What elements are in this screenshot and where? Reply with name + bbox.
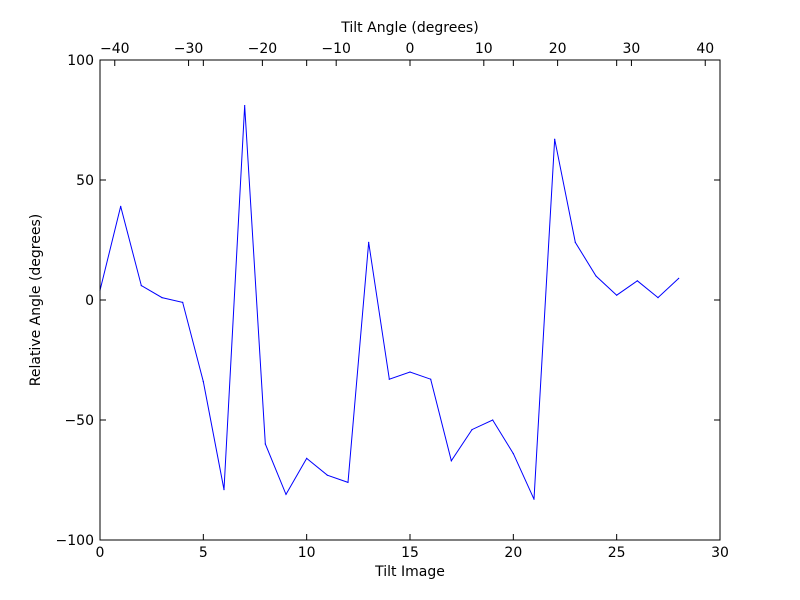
y-tick-label: 0 xyxy=(85,293,94,309)
data-point xyxy=(202,381,204,383)
data-point xyxy=(678,277,680,279)
top-x-tick-label: −30 xyxy=(174,41,204,57)
data-point xyxy=(595,275,597,277)
data-point xyxy=(554,138,556,140)
plot-area xyxy=(100,60,720,540)
y-axis-label: Relative Angle (degrees) xyxy=(28,214,44,386)
top-x-tick-label: 20 xyxy=(549,41,567,57)
x-tick-label: 30 xyxy=(711,545,729,561)
data-point xyxy=(306,457,308,459)
top-x-tick-label: 40 xyxy=(696,41,714,57)
top-x-tick-label: 10 xyxy=(475,41,493,57)
data-point xyxy=(182,301,184,303)
top-x-tick-label: −20 xyxy=(248,41,278,57)
top-x-tick-label: 30 xyxy=(623,41,641,57)
data-point xyxy=(657,297,659,299)
y-tick-label: 50 xyxy=(76,173,94,189)
data-point xyxy=(120,205,122,207)
data-point xyxy=(636,280,638,282)
data-point xyxy=(285,493,287,495)
data-point xyxy=(347,481,349,483)
data-point xyxy=(512,453,514,455)
x-tick-label: 20 xyxy=(504,545,522,561)
x-tick-label: 15 xyxy=(401,545,419,561)
x-tick-label: 0 xyxy=(96,545,105,561)
data-point xyxy=(264,443,266,445)
data-point xyxy=(326,474,328,476)
data-point xyxy=(244,105,246,107)
ticks-layer: 0 5 10 15 20 25 30−40 −30 −20 −10 0 10 20 30 40−100−50… xyxy=(56,41,729,561)
y-tick-label: −50 xyxy=(64,413,94,429)
data-point xyxy=(430,378,432,380)
top-x-tick-label: −40 xyxy=(100,41,130,57)
top-x-axis-label: Tilt Angle (degrees) xyxy=(340,20,478,36)
top-x-tick-label: 0 xyxy=(406,41,415,57)
data-point xyxy=(533,498,535,500)
x-tick-label: 5 xyxy=(199,545,208,561)
x-axis-label: Tilt Image xyxy=(374,564,445,580)
data-point xyxy=(409,371,411,373)
y-tick-label: −100 xyxy=(56,533,94,549)
data-point xyxy=(161,297,163,299)
data-point xyxy=(368,241,370,243)
data-point xyxy=(471,429,473,431)
x-tick-label: 10 xyxy=(298,545,316,561)
y-tick-label: 100 xyxy=(67,53,94,69)
data-point xyxy=(450,460,452,462)
top-x-tick-label: −10 xyxy=(321,41,351,57)
data-point xyxy=(140,285,142,287)
data-point xyxy=(616,294,618,296)
data-point xyxy=(574,241,576,243)
x-tick-label: 25 xyxy=(608,545,626,561)
data-point xyxy=(223,489,225,491)
data-point xyxy=(388,378,390,380)
data-point xyxy=(492,419,494,421)
